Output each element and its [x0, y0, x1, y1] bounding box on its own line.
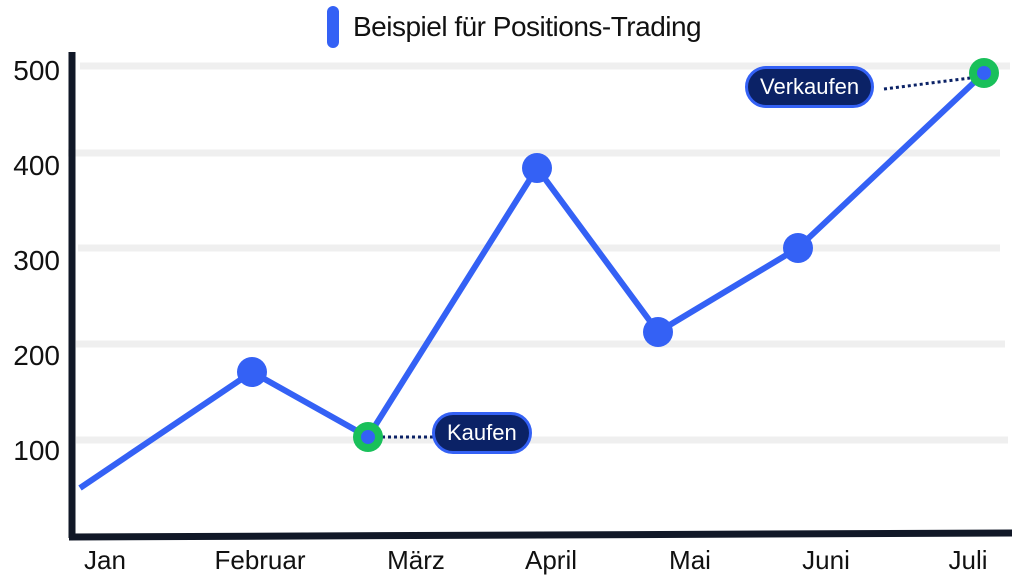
y-tick-100: 100 [13, 435, 60, 466]
buy-annotation: Kaufen [432, 412, 532, 454]
legend-label: Beispiel für Positions-Trading [353, 11, 702, 42]
price-line [78, 70, 987, 491]
y-tick-500: 500 [13, 55, 60, 86]
x-tick-juli: Juli [948, 545, 988, 575]
x-tick-jan: Jan [84, 545, 126, 575]
y-tick-200: 200 [13, 340, 60, 371]
sell-marker [969, 58, 999, 88]
x-tick-maerz: März [387, 545, 445, 575]
gridlines [68, 62, 1010, 444]
legend: Beispiel für Positions-Trading [327, 6, 702, 48]
axes [68, 52, 1013, 541]
dotted-connectors [382, 76, 971, 439]
x-tick-mai: Mai [669, 545, 711, 575]
data-markers [237, 153, 813, 387]
y-tick-400: 400 [13, 150, 60, 181]
buy-marker [353, 422, 383, 452]
x-tick-april: April [524, 545, 578, 575]
legend-swatch-icon [327, 6, 339, 48]
x-tick-februar: Februar [214, 545, 306, 575]
sell-annotation: Verkaufen [745, 66, 875, 108]
x-tick-juni: Juni [802, 545, 850, 575]
y-tick-300: 300 [13, 245, 60, 276]
